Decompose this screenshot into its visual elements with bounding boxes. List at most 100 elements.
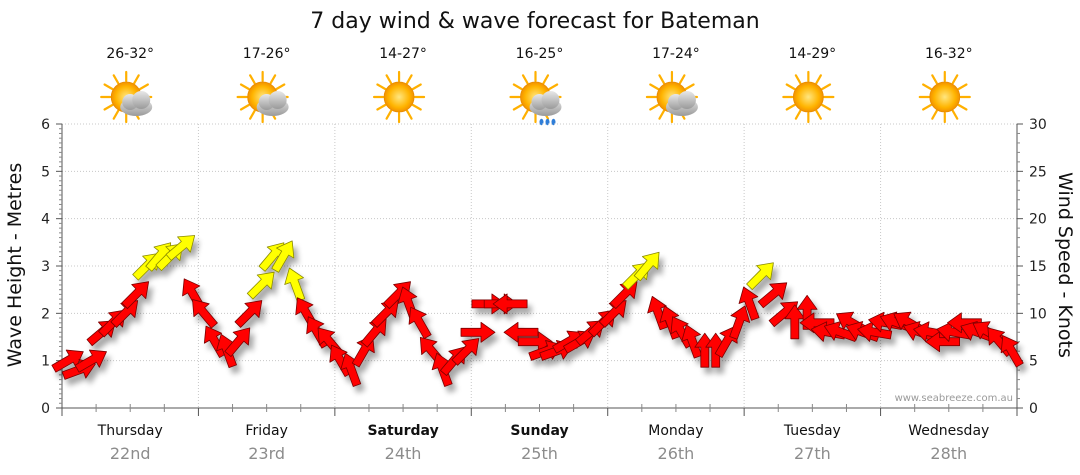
sun-ray	[957, 83, 968, 91]
wind-arrow-shape	[460, 321, 496, 343]
date-label: 26th	[658, 444, 695, 463]
cloud	[256, 91, 289, 116]
sun-ray	[931, 109, 938, 120]
wind-arrow	[121, 281, 150, 309]
chart-title: 7 day wind & wave forecast for Bateman	[310, 9, 759, 34]
wind-arrow-shape	[451, 338, 480, 366]
sun-ray	[239, 83, 250, 91]
temperature-range: 17-26°	[243, 46, 291, 62]
cloud	[665, 91, 698, 116]
wind-arrow	[165, 235, 196, 261]
wind-arrow	[738, 286, 760, 321]
day-label-monday: Monday	[648, 423, 703, 439]
wind-arrow	[796, 294, 818, 330]
wind-arrow-shape	[234, 300, 263, 328]
wind-arrow	[460, 321, 496, 343]
sun-ray	[138, 83, 149, 91]
cloud-puff	[268, 91, 287, 109]
right-tick-label: 25	[1029, 164, 1047, 180]
watermark: www.seabreeze.com.au	[895, 393, 1013, 404]
date-label: 24th	[385, 444, 422, 463]
sun-ray	[815, 74, 822, 85]
wind-arrow	[371, 300, 399, 328]
sun-ray	[376, 83, 387, 91]
sun-ray	[922, 103, 933, 111]
sun-ray	[951, 74, 959, 85]
sun-disc	[792, 81, 824, 113]
wind-arrow-shape	[492, 293, 528, 315]
right-axis-label: Wind Speed - Knots	[1054, 172, 1076, 358]
sun-ray	[411, 103, 422, 111]
sunny-icon	[918, 70, 971, 124]
sun-ray	[521, 109, 529, 120]
cloud-puff	[677, 91, 696, 109]
right-tick-label: 20	[1029, 212, 1047, 228]
temperature-range: 17-24°	[652, 46, 700, 62]
sun-ray	[385, 109, 393, 120]
wind-arrow	[598, 300, 627, 328]
wind-arrow	[234, 300, 263, 328]
date-label: 23rd	[248, 444, 285, 463]
partly-cloudy-icon	[645, 70, 699, 124]
wind-arrow-shape	[925, 331, 960, 353]
date-label: 27th	[794, 444, 831, 463]
wind-arrow-shape	[1000, 335, 1024, 368]
day-label-friday: Friday	[245, 423, 287, 439]
partly-cloudy-icon	[236, 70, 289, 124]
temperature-range: 16-32°	[925, 46, 973, 62]
sun-ray	[821, 83, 832, 91]
sun-ray	[658, 109, 666, 120]
wind-arrow-shape	[271, 240, 295, 273]
wind-arrow-shape	[738, 286, 760, 321]
wind-arrow-shape	[203, 325, 227, 358]
sun-ray	[821, 103, 832, 111]
wind-arrow	[729, 305, 751, 340]
grid	[62, 123, 1017, 408]
sun-ray	[649, 103, 660, 111]
wind-arrow-shape	[598, 300, 627, 328]
sun-ray	[542, 74, 550, 85]
left-tick-label: 6	[41, 117, 50, 133]
wind-arrow-shape	[121, 281, 150, 309]
wind-arrow-shape	[746, 262, 774, 291]
wind-arrow	[271, 240, 295, 273]
sunny-icon	[372, 70, 426, 124]
sun-ray	[103, 83, 114, 91]
sun-disc	[383, 81, 415, 113]
day-label-wednesday: Wednesday	[908, 423, 989, 439]
sun-ray	[684, 83, 695, 91]
weather-icons-row	[100, 70, 971, 126]
temperature-range: 26-32°	[106, 46, 154, 62]
sun-rays	[372, 70, 426, 124]
sun-ray	[794, 109, 802, 120]
cloud	[529, 91, 562, 126]
wind-arrow-shape	[110, 300, 139, 328]
wind-arrow	[609, 281, 638, 309]
sun-ray	[112, 109, 120, 120]
left-tick-label: 4	[41, 212, 50, 228]
wind-arrow-shape	[609, 281, 638, 309]
sun-rays	[782, 70, 835, 124]
sun-ray	[931, 74, 938, 85]
right-tick-label: 0	[1029, 401, 1038, 417]
cloud-puff	[132, 91, 151, 109]
sun-ray	[133, 74, 140, 85]
left-tick-label: 5	[41, 164, 50, 180]
sun-ray	[951, 109, 959, 120]
sun-ray	[411, 83, 422, 91]
wind-arrow	[284, 267, 306, 302]
axes: 0 1 2 3 4 5 6 0 5 10 15 20 25 30	[41, 117, 1047, 417]
sun-rays	[918, 70, 971, 124]
wind-arrow-shape	[681, 324, 703, 359]
cloud	[120, 91, 153, 116]
wind-arrows	[51, 235, 1024, 387]
left-tick-label: 1	[41, 354, 50, 370]
wind-arrow-shape	[796, 294, 818, 330]
wind-arrow	[492, 293, 528, 315]
wind-arrow	[757, 282, 788, 309]
wind-arrow	[224, 327, 251, 357]
wind-arrow	[633, 251, 660, 282]
sun-ray	[112, 74, 120, 85]
right-tick-label: 5	[1029, 354, 1038, 370]
